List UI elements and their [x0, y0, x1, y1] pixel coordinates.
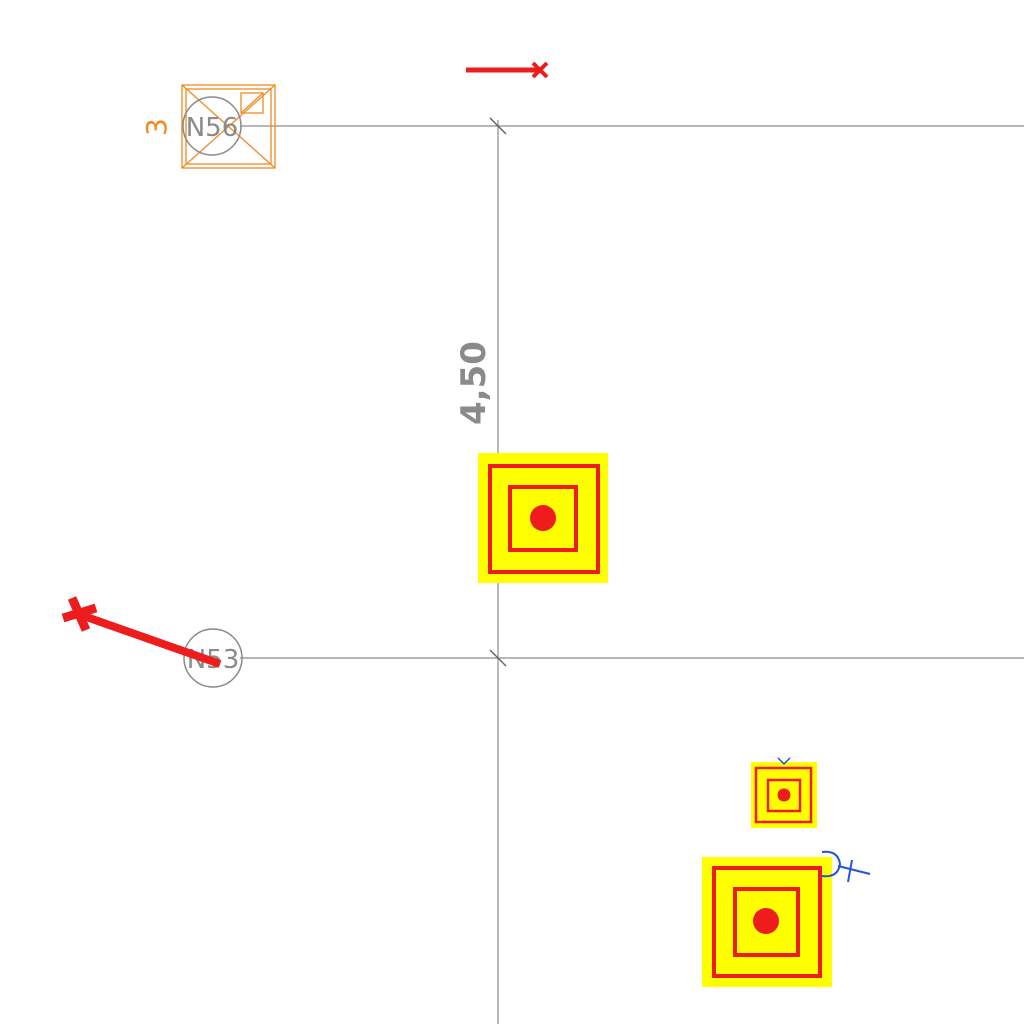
node-circle [183, 628, 243, 688]
dimension-tick-top [489, 117, 507, 135]
node-n56-label: N56 [186, 113, 239, 143]
dimension-tick-bottom [489, 649, 507, 667]
dimension-label: 4,50 [454, 341, 494, 425]
box-cross-icon[interactable] [181, 84, 276, 169]
node-circle [182, 96, 242, 156]
grid-lines [240, 117, 1024, 1024]
hinge-symbol-icon[interactable] [821, 850, 871, 883]
pile-support-icon[interactable] [478, 453, 608, 583]
load-arrow-icon[interactable] [466, 61, 549, 79]
load-arrow-icon[interactable] [61, 596, 222, 668]
orange-marker-label: 3 [140, 118, 173, 136]
pile-support-icon[interactable] [751, 757, 817, 828]
pile-support-icon[interactable] [702, 857, 832, 987]
node-n56[interactable]: N56 [182, 96, 242, 156]
